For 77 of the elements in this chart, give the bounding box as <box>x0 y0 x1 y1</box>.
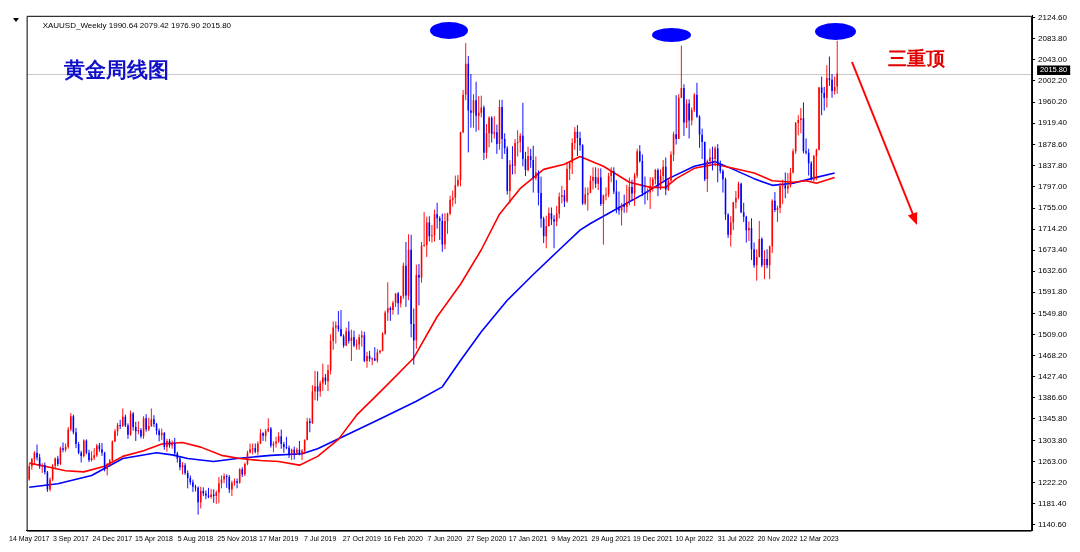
candlestick <box>405 241 407 308</box>
y-tick-label: 1632.60 <box>1038 266 1068 276</box>
candlestick <box>358 333 360 351</box>
candlestick <box>140 427 142 439</box>
candlestick <box>444 212 446 250</box>
candlestick <box>353 330 355 348</box>
y-tick-label: 1549.80 <box>1038 308 1068 318</box>
y-tick-label: 1960.20 <box>1038 97 1068 107</box>
candlestick <box>649 176 651 210</box>
candlestick <box>527 146 529 172</box>
y-tick-label: 2124.60 <box>1038 12 1068 22</box>
candlestick <box>826 64 828 108</box>
y-tick-label: 1591.80 <box>1038 287 1068 297</box>
y-tick-label: 1509.00 <box>1038 329 1068 339</box>
candlestick <box>566 162 568 204</box>
y-tick-label: 2083.80 <box>1038 33 1068 43</box>
y-tick-label: 1919.40 <box>1038 118 1068 128</box>
candlestick <box>774 191 776 213</box>
candlestick <box>496 124 498 155</box>
y-tick-label: 2043.00 <box>1038 54 1068 64</box>
candlestick <box>766 248 768 269</box>
y-tick-label: 1755.00 <box>1038 203 1068 213</box>
candlestick <box>600 167 602 207</box>
candlestick <box>509 159 511 204</box>
y-tick-label: 2002.20 <box>1038 75 1068 85</box>
candlestick <box>361 330 363 348</box>
candlestick <box>223 472 225 484</box>
candlestick <box>493 115 496 139</box>
candlestick <box>62 442 64 453</box>
candlestick <box>418 263 420 306</box>
candlestick <box>371 356 373 366</box>
y-tick-label: 1427.40 <box>1038 372 1068 382</box>
candlestick <box>836 40 839 95</box>
candlestick <box>119 419 121 430</box>
y-tick-label: 1878.60 <box>1038 139 1068 149</box>
y-tick-label: 1140.60 <box>1038 519 1067 529</box>
candlestick <box>475 81 477 133</box>
y-tick-label: 1837.80 <box>1038 160 1068 170</box>
y-tick-label: 1468.20 <box>1038 351 1068 361</box>
candlestick <box>657 167 659 197</box>
candlestick <box>748 220 750 242</box>
candlestick <box>57 455 59 467</box>
y-tick-label: 1386.60 <box>1038 393 1068 403</box>
candlestick <box>688 98 690 139</box>
candlestick <box>309 417 311 433</box>
y-tick-label: 1673.40 <box>1038 245 1068 255</box>
candlestick <box>145 413 147 433</box>
y-tick-label: 1303.80 <box>1038 435 1068 445</box>
annotation: 三重顶 <box>888 46 946 69</box>
candlestick <box>592 166 594 190</box>
candlestick <box>210 488 212 500</box>
candlestick <box>675 94 677 146</box>
candlestick <box>348 320 350 345</box>
candlestick <box>787 172 789 195</box>
candlestick <box>270 426 272 449</box>
candlestick <box>275 436 277 449</box>
candlestick <box>366 351 368 369</box>
candlestick <box>93 447 95 461</box>
candlestick <box>425 216 428 258</box>
y-tick-label: 1263.00 <box>1038 456 1068 466</box>
candlestick <box>761 236 763 268</box>
candlestick <box>205 489 207 500</box>
candlestick <box>179 456 181 471</box>
candlestick <box>623 194 625 214</box>
y-tick-label: 1714.20 <box>1038 224 1068 234</box>
candlestick <box>296 447 298 456</box>
y-tick-label: 1222.20 <box>1038 477 1068 487</box>
candlestick <box>587 186 589 212</box>
text: XAUUSD_Weekly 1990.64 2079.42 1976.90 2015.80 <box>42 21 232 30</box>
candlestick <box>631 179 633 201</box>
y-tick-label: 1181.40 <box>1038 498 1067 508</box>
candlestick <box>262 431 264 442</box>
y-tick-label: 1797.00 <box>1038 181 1068 191</box>
annotation: 黄金周线图 <box>63 58 169 83</box>
candlestick <box>519 132 522 153</box>
candlestick <box>800 107 802 134</box>
y-tick-label: 1345.80 <box>1038 414 1068 424</box>
